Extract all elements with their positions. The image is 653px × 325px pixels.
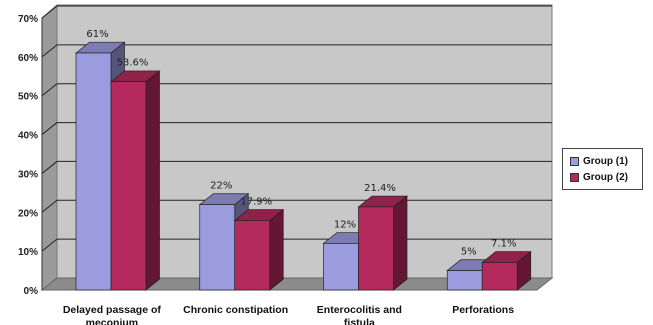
data-label: 53.6% [117, 58, 149, 69]
legend-item-group-1: Group (1) [570, 156, 628, 168]
y-tick-label: 10% [18, 247, 38, 258]
data-label: 17.9% [240, 196, 272, 207]
gridline-side [41, 238, 58, 252]
data-label: 61% [86, 29, 108, 40]
bar-1-1 [75, 52, 112, 291]
bar-1-3 [323, 243, 359, 291]
data-label: 5% [461, 247, 477, 258]
y-tick-label: 60% [18, 53, 38, 64]
data-label: 12% [334, 219, 356, 230]
data-label: 21.4% [364, 183, 396, 194]
y-tick-label: 70% [18, 14, 38, 25]
gridline-side [41, 161, 58, 174]
gridline-side [41, 44, 58, 58]
bar-1-4 [446, 270, 483, 291]
legend: Group (1) Group (2) [562, 148, 643, 190]
bar-side [269, 208, 284, 291]
bar-2-3 [358, 206, 394, 291]
y-tick-label: 40% [18, 131, 38, 142]
y-tick-label: 50% [18, 92, 38, 103]
gridline-side [41, 5, 58, 19]
bar-side [393, 195, 408, 291]
y-tick-label: 30% [18, 169, 38, 180]
y-tick-label: 0% [24, 286, 39, 297]
legend-label-group-1: Group (1) [583, 156, 628, 167]
bar-2-4 [481, 262, 518, 291]
legend-swatch-group-1 [570, 156, 579, 166]
y-tick-label: 20% [18, 208, 38, 219]
bar-1-2 [199, 204, 236, 291]
gridline-side [41, 122, 58, 135]
gridline-side [41, 199, 58, 213]
bar-2-2 [234, 220, 271, 291]
legend-item-group-2: Group (2) [570, 172, 628, 184]
plot-side-wall [41, 3, 58, 292]
x-tick-label: Delayed passage of meconium [63, 304, 162, 325]
x-tick-label: Chronic constipation [183, 304, 288, 316]
x-tick-label: Enterocolitis and fistula [317, 304, 402, 325]
bar-2-1 [110, 81, 147, 291]
data-label: 22% [210, 181, 232, 192]
x-tick-label: Perforations [452, 304, 514, 316]
legend-swatch-group-2 [570, 172, 579, 182]
legend-label-group-2: Group (2) [583, 172, 628, 183]
gridline-side [41, 83, 58, 97]
data-label: 7.1% [491, 238, 516, 249]
bar-side [145, 70, 160, 291]
